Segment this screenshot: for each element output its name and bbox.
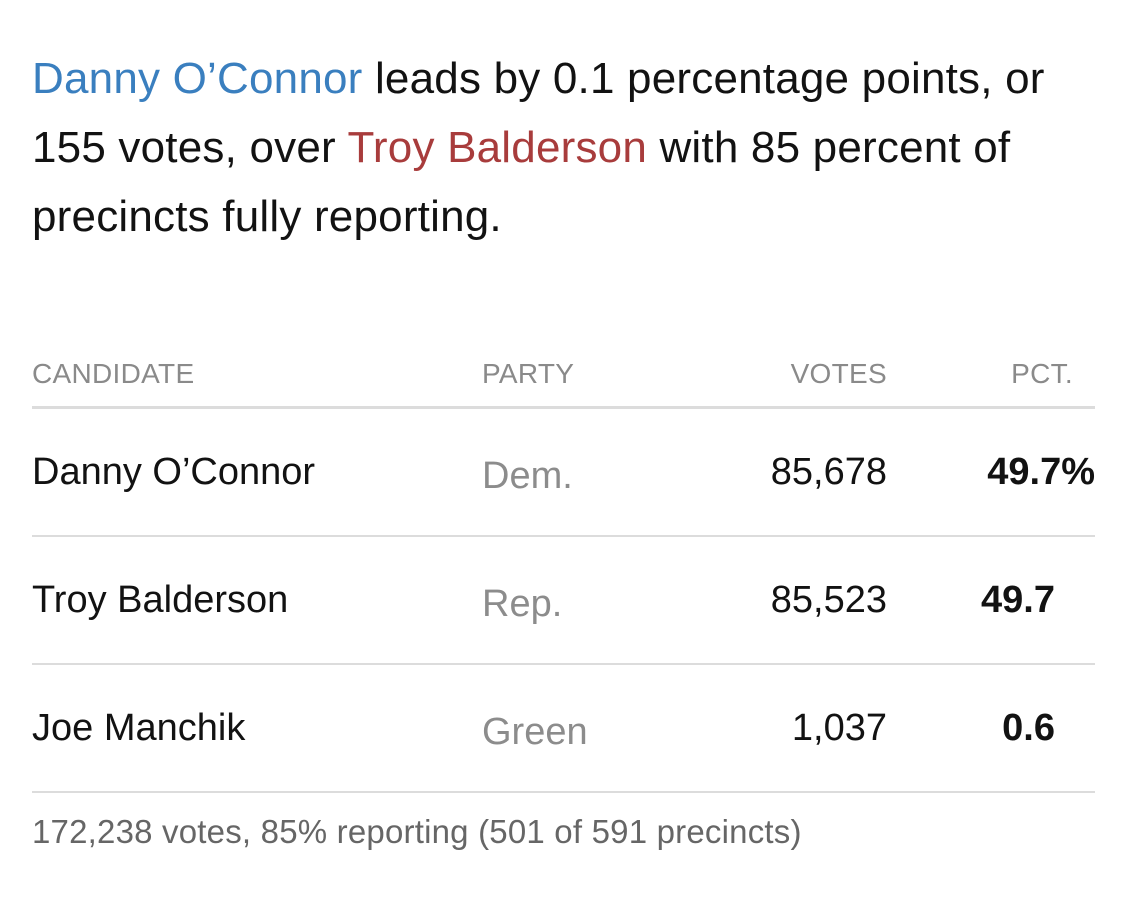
candidate-party: Dem. xyxy=(482,455,573,497)
results-headline: Danny O’Connor leads by 0.1 percentage p… xyxy=(32,44,1102,251)
leader-name: Danny O’Connor xyxy=(32,54,363,103)
table-row: Troy Balderson Rep. 85,523 49.7 xyxy=(32,537,1095,665)
candidate-name: Joe Manchik xyxy=(32,707,246,749)
candidate-name: Danny O’Connor xyxy=(32,451,316,493)
header-pct: PCT. xyxy=(1011,358,1073,389)
header-party: PARTY xyxy=(482,358,575,389)
headline-text-1: leads by 0.1 percentage points, or 155 v… xyxy=(32,54,1045,172)
table-row: Joe Manchik Green 1,037 0.6 xyxy=(32,665,1095,793)
candidate-votes: 1,037 xyxy=(791,707,887,749)
candidate-pct: 49.7% xyxy=(987,451,1095,493)
header-votes: VOTES xyxy=(790,358,887,389)
candidate-pct: 0.6 xyxy=(1002,707,1055,749)
header-candidate: CANDIDATE xyxy=(32,358,195,389)
table-row: Danny O’Connor Dem. 85,678 49.7% xyxy=(32,409,1095,537)
headline-text-2: with 85 percent of precincts fully repor… xyxy=(32,123,1011,241)
candidate-votes: 85,523 xyxy=(770,579,887,621)
trailer-name: Troy Balderson xyxy=(347,123,648,172)
candidate-name: Troy Balderson xyxy=(32,579,289,621)
candidate-party: Green xyxy=(482,711,588,753)
candidate-pct: 49.7 xyxy=(981,579,1055,621)
candidate-votes: 85,678 xyxy=(770,451,887,493)
results-table: CANDIDATE PARTY VOTES PCT. Danny O’Conno… xyxy=(32,350,1095,793)
candidate-party: Rep. xyxy=(482,583,563,625)
reporting-summary: 172,238 votes, 85% reporting (501 of 591… xyxy=(32,813,802,850)
table-header: CANDIDATE PARTY VOTES PCT. xyxy=(32,350,1095,409)
